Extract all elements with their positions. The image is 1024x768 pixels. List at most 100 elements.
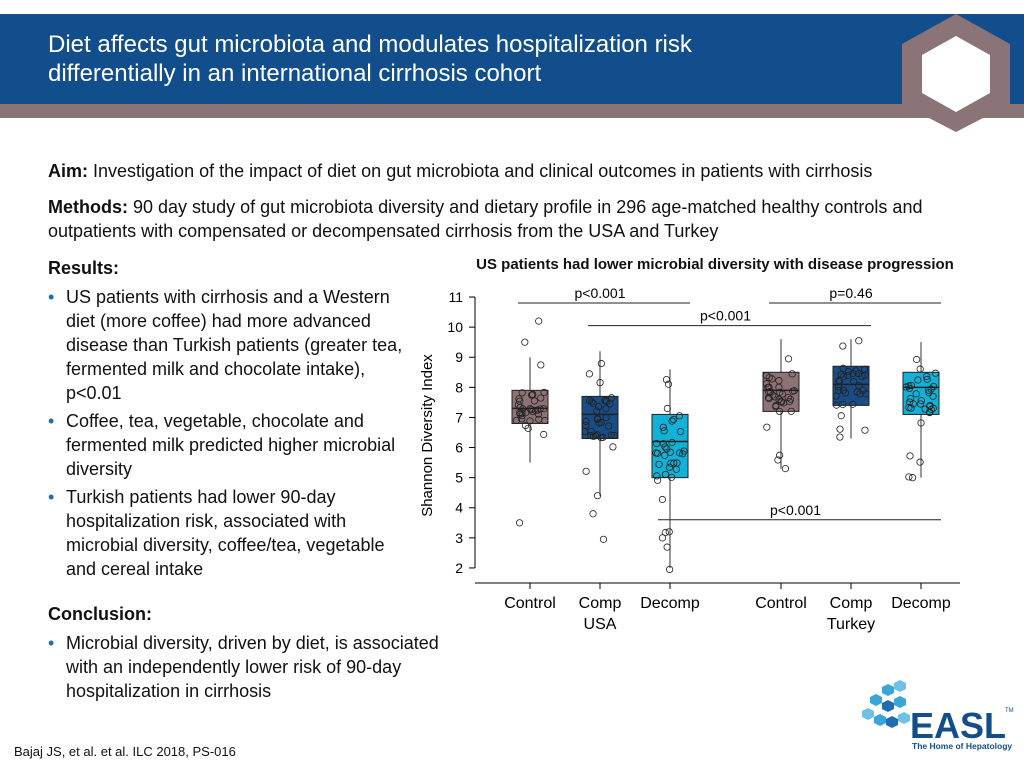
data-point [524, 424, 532, 432]
data-point [668, 438, 676, 447]
outlier-point [521, 338, 529, 346]
banner-stripe [0, 104, 1024, 118]
conclusion-bullet-1: Microbial diversity, driven by diet, is … [66, 633, 439, 701]
outlier-point [593, 492, 602, 500]
bullet-icon: • [48, 487, 55, 507]
data-point [518, 415, 526, 423]
data-point [582, 467, 590, 475]
data-point [526, 417, 534, 425]
data-point [602, 413, 610, 422]
conclusion-heading: Conclusion: [48, 604, 152, 624]
data-point [658, 495, 667, 504]
data-point [778, 398, 786, 406]
data-point [913, 355, 921, 364]
data-point [518, 409, 526, 417]
data-point [659, 423, 667, 431]
data-point [596, 379, 604, 387]
significance-label: p<0.001 [770, 502, 821, 518]
data-point [592, 432, 600, 440]
data-point [839, 400, 847, 409]
data-point [602, 405, 610, 413]
data-point [607, 431, 616, 439]
list-item: • US patients with cirrhosis and a Wester… [48, 285, 408, 405]
outlier-point [658, 534, 667, 542]
outlier-point [665, 528, 673, 536]
data-point [839, 364, 847, 372]
chart-title: US patients had lower microbial diversit… [476, 256, 954, 273]
data-point [912, 390, 920, 398]
easl-hexagon-cluster-icon [862, 680, 910, 728]
data-point [849, 369, 857, 378]
aim-body: Investigation of the impact of diet on g… [93, 161, 873, 181]
results-bullet-2: Coffee, tea, vegetable, chocolate and fe… [66, 411, 396, 479]
data-point [537, 394, 545, 402]
data-point [672, 465, 680, 473]
data-point [675, 412, 684, 420]
data-point [528, 407, 537, 416]
data-point [850, 378, 858, 386]
data-point [836, 425, 844, 433]
outlier-point [908, 474, 917, 482]
data-point [926, 401, 934, 410]
data-point [593, 407, 601, 415]
data-point [661, 443, 669, 451]
data-point [768, 375, 776, 383]
data-point [594, 403, 603, 411]
data-point [772, 402, 780, 410]
data-point [785, 397, 794, 406]
data-point [610, 431, 618, 439]
data-point [914, 376, 922, 384]
significance-label: p<0.001 [575, 285, 626, 301]
methods-body: 90 day study of gut microbiota diversity… [48, 197, 923, 241]
title-line-1: Diet affects gut microbiota and modulate… [48, 31, 692, 58]
y-tick-label: 2 [455, 560, 463, 576]
data-point [923, 375, 931, 383]
data-point [858, 372, 866, 380]
y-tick-label: 3 [455, 530, 463, 546]
data-point [585, 370, 593, 378]
data-point [835, 377, 844, 386]
data-point [599, 433, 607, 441]
data-point [597, 359, 605, 368]
methods-label: Methods: [48, 197, 128, 217]
data-point [777, 397, 785, 405]
data-point [652, 439, 661, 448]
data-point [763, 423, 771, 431]
data-point [522, 409, 530, 417]
data-point [916, 458, 924, 466]
x-tick-label: Control [504, 595, 556, 612]
group-label: USA [584, 616, 617, 633]
methods-text: Methods: 90 day study of gut microbiota … [48, 195, 988, 243]
data-point [582, 417, 590, 425]
data-point [537, 361, 545, 369]
data-point [931, 369, 940, 377]
data-point [665, 463, 674, 471]
data-point [853, 388, 861, 396]
data-point [902, 383, 910, 391]
data-point [917, 419, 925, 427]
aim-label: Aim: [48, 161, 88, 181]
data-point [929, 382, 938, 391]
data-point [515, 395, 523, 403]
data-point [587, 427, 595, 436]
data-point [837, 370, 845, 379]
data-point [860, 365, 869, 373]
data-point [916, 400, 925, 408]
y-tick-label: 9 [455, 349, 463, 365]
data-point [905, 404, 913, 412]
data-point [905, 473, 913, 481]
data-point [787, 407, 795, 415]
data-point [529, 390, 537, 399]
x-tick-label: Comp [579, 595, 622, 612]
y-tick-label: 10 [447, 319, 463, 335]
significance-label: p<0.001 [700, 308, 751, 324]
data-point [670, 459, 678, 467]
data-point [540, 430, 548, 439]
data-point [849, 400, 857, 408]
data-point [586, 396, 594, 405]
data-point [660, 427, 668, 435]
outlier-point [781, 465, 790, 473]
data-point [655, 460, 663, 468]
data-point [844, 371, 852, 380]
data-point [661, 451, 669, 459]
